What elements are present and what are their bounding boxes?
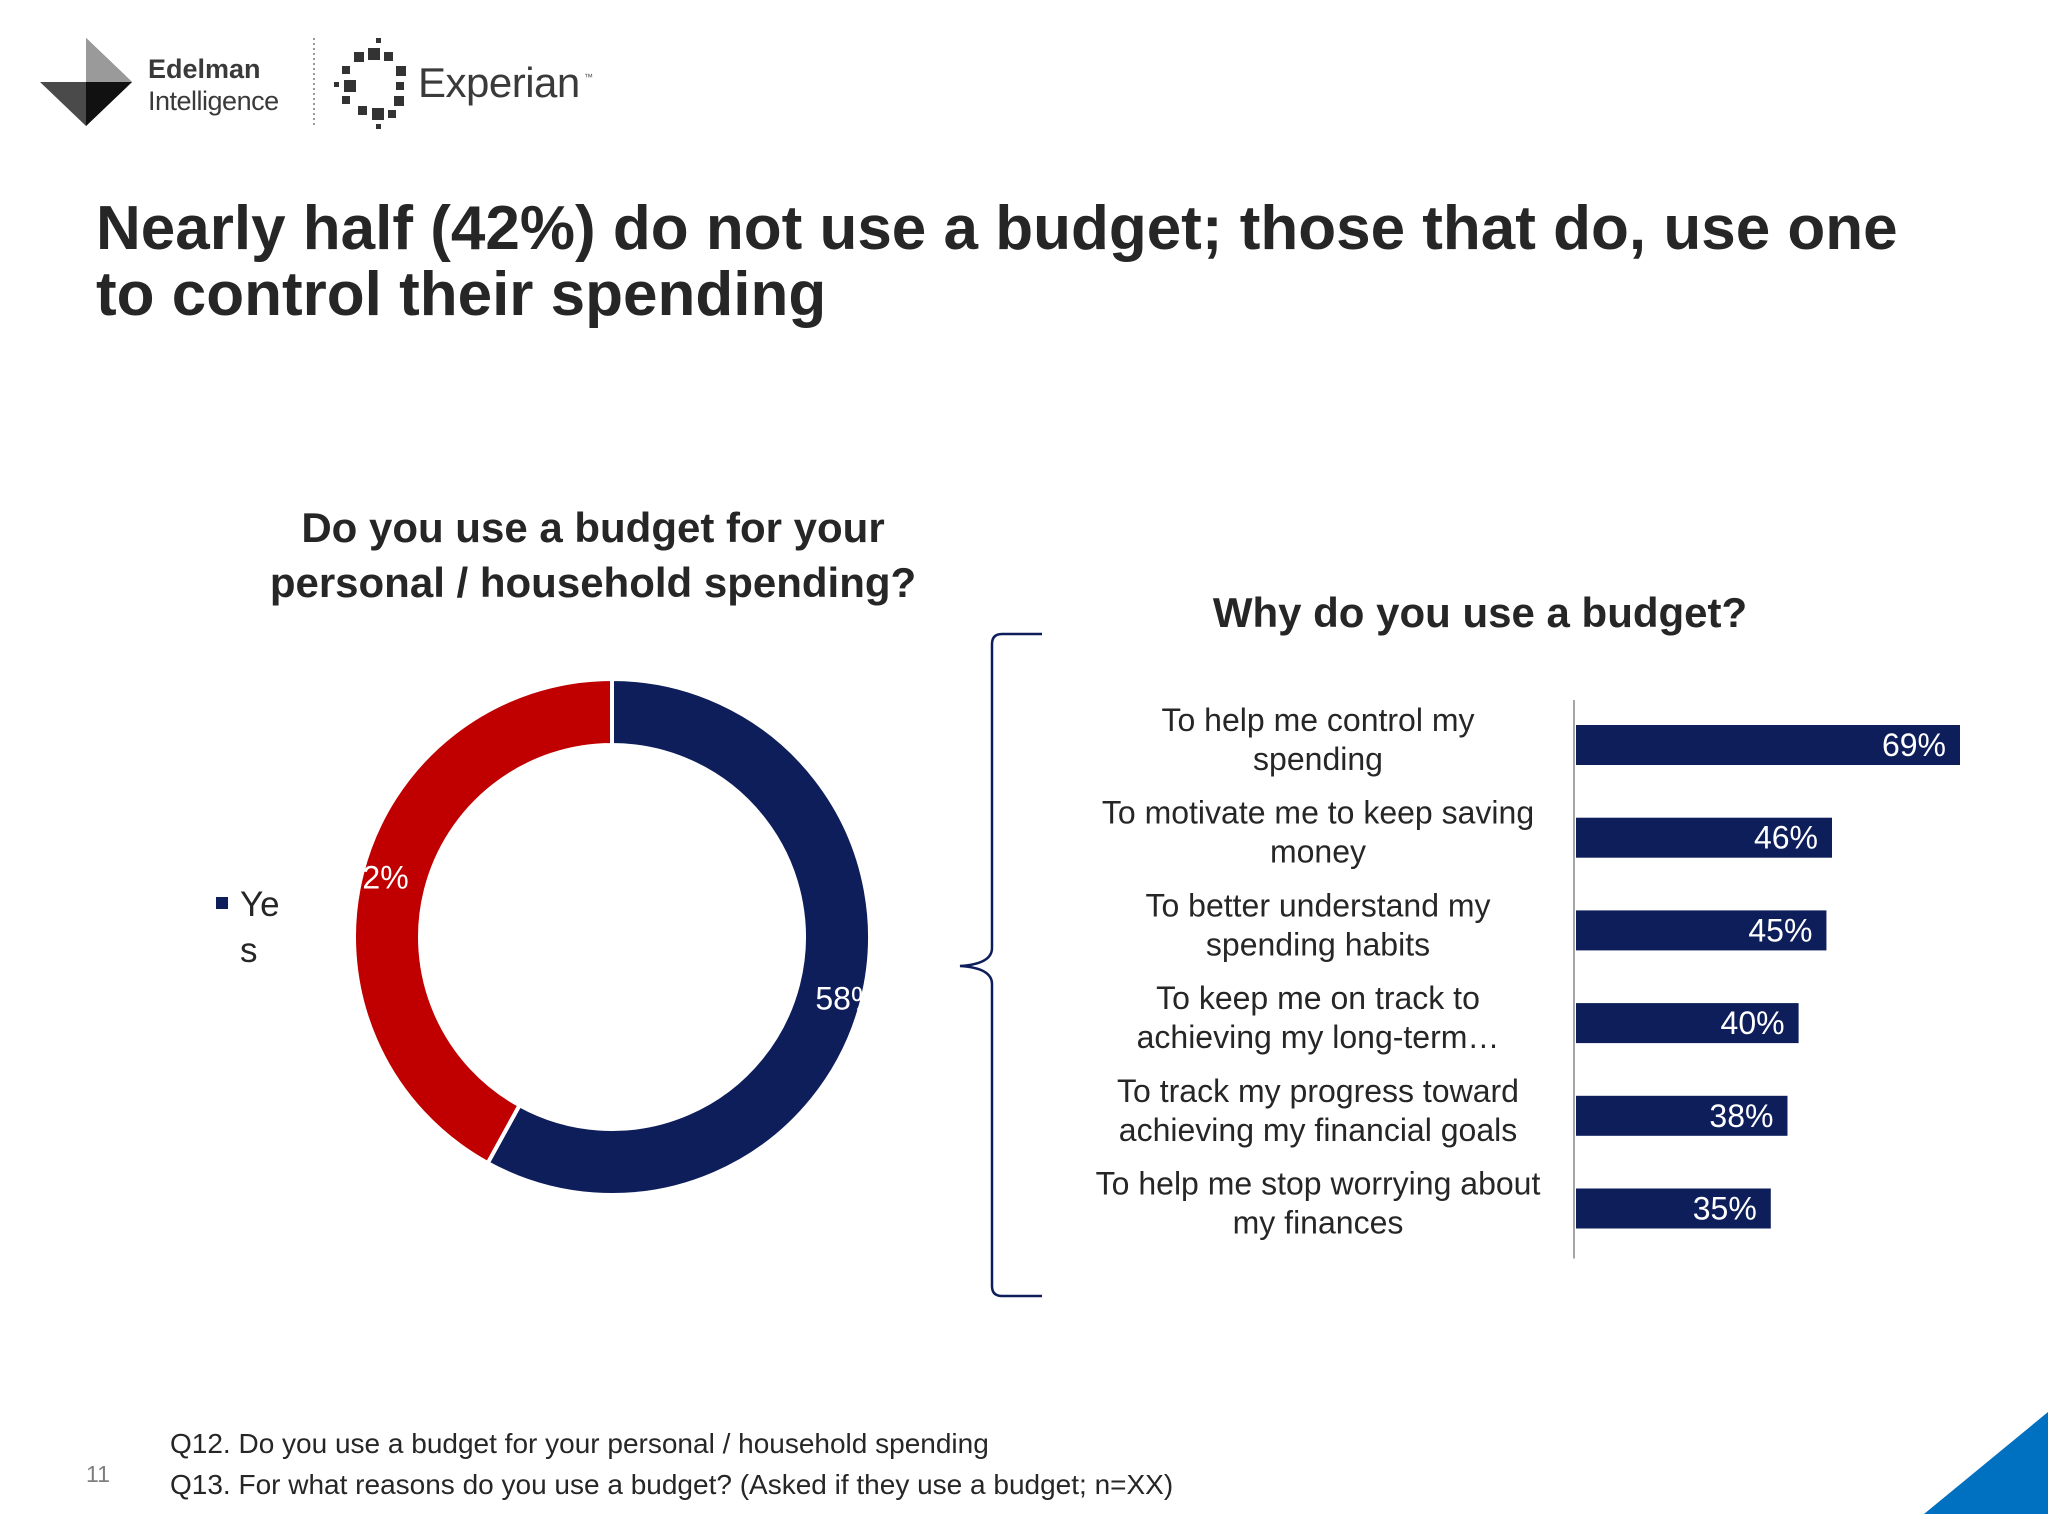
edelman-wordmark: Edelman — [148, 54, 261, 84]
legend-label-yes: Yes — [240, 885, 280, 970]
logo-area — [38, 34, 638, 134]
donut-slice-2 — [352, 676, 614, 1166]
legend-swatch-yes — [216, 896, 228, 909]
bar-category-label-1: To help me control my spending — [1161, 702, 1474, 777]
intelligence-wordmark: Intelligence — [148, 86, 279, 116]
bar-data-label-1: 69% — [1882, 727, 1946, 763]
bar-category-label-5: To track my progress toward achieving my … — [1117, 1073, 1519, 1148]
bar-3 — [1576, 910, 1827, 951]
bar-2 — [1576, 817, 1832, 858]
bar-1 — [1576, 725, 1960, 765]
bar-category-label-3: To better understand my spending habits — [1145, 887, 1490, 962]
bar-6 — [1576, 1188, 1771, 1229]
bar-data-label-2: 46% — [1754, 820, 1818, 856]
donut-data-label-2: 42% — [345, 860, 409, 896]
donut-chart: 58% 42% — [345, 676, 879, 1197]
experian-logo-icon — [334, 38, 406, 129]
donut-legend: Yes — [216, 882, 306, 974]
bar-data-label-6: 35% — [1693, 1191, 1757, 1227]
bar-5 — [1576, 1095, 1788, 1136]
page-title: Nearly half (42%) do not use a budget; t… — [96, 194, 1898, 329]
footnote-q12: Q12. Do you use a budget for your person… — [170, 1428, 989, 1459]
experian-wordmark: Experian — [418, 59, 580, 106]
corner-accent-triangle — [1924, 1412, 2048, 1514]
bar-category-label-6: To help me stop worrying about my finance… — [1096, 1166, 1541, 1241]
bar-data-label-5: 38% — [1709, 1098, 1773, 1134]
donut-data-label-1: 58% — [815, 980, 879, 1016]
footnotes: Q12. Do you use a budget for your person… — [170, 1423, 1173, 1505]
bar-chart: 69% To help me control my spending 46% To mo… — [1096, 700, 1960, 1259]
brace-connector — [959, 632, 1042, 1298]
experian-trademark: ™ — [584, 72, 593, 82]
bar-chart-title: Why do you use a budget? — [1212, 589, 1748, 636]
logo-graphics — [40, 38, 406, 129]
donut-chart-title: Do you use a budget for your personal / … — [269, 504, 917, 606]
bar-4 — [1576, 1003, 1799, 1044]
bar-data-label-4: 40% — [1721, 1005, 1785, 1041]
bar-category-label-2: To motivate me to keep saving money — [1102, 795, 1534, 870]
bar-data-label-3: 45% — [1748, 912, 1812, 948]
donut-slice-1 — [484, 676, 872, 1197]
footnote-q13: Q13. For what reasons do you use a budge… — [170, 1469, 1174, 1500]
page-number: 11 — [86, 1461, 110, 1487]
bar-category-label-4: To keep me on track to achieving my long-… — [1137, 980, 1500, 1055]
